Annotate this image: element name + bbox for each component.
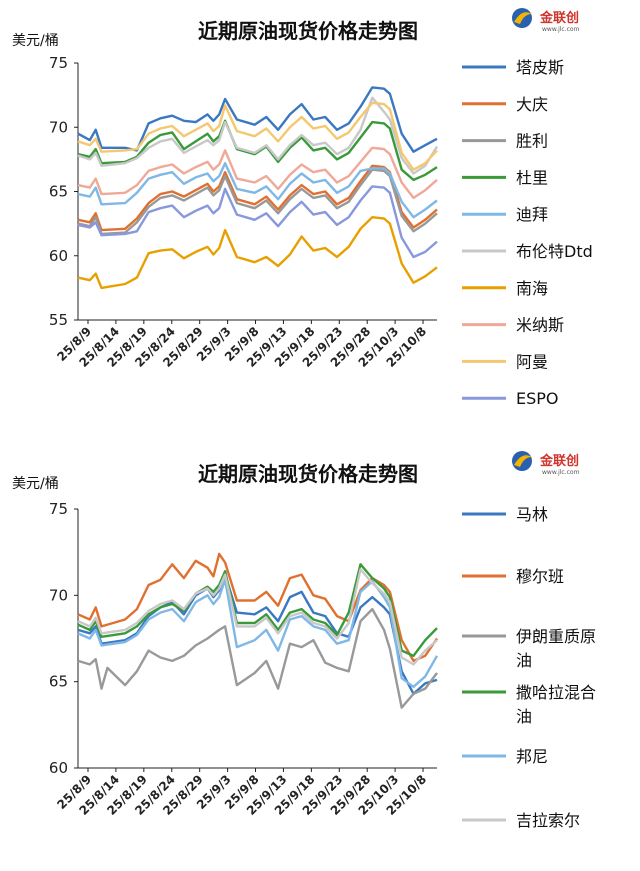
logo-name: 金联创 xyxy=(539,453,579,469)
line-series-6 xyxy=(77,96,439,175)
line-series-2 xyxy=(77,164,438,232)
chart-2-title: 近期原油现货价格走势图 xyxy=(198,462,418,486)
line-series-3 xyxy=(77,168,438,236)
legend-label: 伊朗重质原 xyxy=(516,627,596,646)
legend-label: 迪拜 xyxy=(516,205,548,224)
chart-2-ylabel: 美元/桶 xyxy=(12,476,59,492)
chart-1-title: 近期原油现货价格走势图 xyxy=(198,19,418,43)
legend-label: 塔皮斯 xyxy=(516,58,564,77)
legend-label: 阿曼 xyxy=(516,352,548,371)
line-series-9 xyxy=(77,101,438,171)
chart-1: 近期原油现货价格走势图 美元/桶 金联创 www.jlc.com 55 60 65 7… xyxy=(12,8,593,408)
y-tick-label: 65 xyxy=(49,183,68,201)
line-series-7 xyxy=(77,216,438,290)
chart-1-plot: 556065707525/8/925/8/1425/8/1925/8/2425/… xyxy=(49,54,439,370)
line-series-6 xyxy=(77,568,438,666)
logo-site: www.jlc.com xyxy=(542,469,580,476)
legend-label: 杜里 xyxy=(516,168,548,187)
logo-swoosh-icon xyxy=(514,455,532,467)
legend-label: 南海 xyxy=(516,279,548,298)
y-tick-label: 55 xyxy=(49,311,68,329)
legend-label: 马林 xyxy=(516,505,548,524)
y-tick-label: 60 xyxy=(49,247,68,265)
y-tick-label: 70 xyxy=(49,118,68,136)
legend-label: 邦尼 xyxy=(516,747,548,766)
y-tick-label: 75 xyxy=(49,54,68,72)
y-tick-label: 60 xyxy=(49,759,68,777)
line-series-5 xyxy=(77,162,438,219)
logo-swoosh-icon xyxy=(514,12,532,24)
y-tick-label: 75 xyxy=(49,500,68,518)
chart-2-plot: 6065707525/8/925/8/1425/8/1925/8/2425/8/… xyxy=(49,500,439,818)
line-series-1 xyxy=(77,86,438,153)
line-series-10 xyxy=(77,185,438,259)
y-tick-label: 65 xyxy=(49,673,68,691)
line-series-8 xyxy=(77,146,438,200)
y-tick-label: 70 xyxy=(49,586,68,604)
line-series-2 xyxy=(77,552,438,663)
line-series-4 xyxy=(77,563,438,657)
legend-label: 米纳斯 xyxy=(516,316,564,335)
line-series-4 xyxy=(77,119,438,182)
legend-label: 撒哈拉混合 xyxy=(516,683,596,702)
line-series-3 xyxy=(77,607,438,709)
legend-label-cont: 油 xyxy=(516,651,532,670)
logo-site: www.jlc.com xyxy=(542,26,580,33)
legend-label: 大庆 xyxy=(516,95,548,114)
legend-label: 布伦特Dtd xyxy=(516,242,593,261)
legend-label-cont: 油 xyxy=(516,707,532,726)
legend-label: 胜利 xyxy=(516,132,548,151)
chart-1-ylabel: 美元/桶 xyxy=(12,33,59,49)
chart-2: 近期原油现货价格走势图 美元/桶 金联创 www.jlc.com 60 65 70 7… xyxy=(12,451,596,830)
line-series-5 xyxy=(77,578,439,688)
legend-label: 吉拉索尔 xyxy=(516,811,580,830)
legend-label: 穆尔班 xyxy=(516,567,564,586)
legend-label: ESPO xyxy=(516,389,559,408)
line-series-1 xyxy=(77,573,438,695)
logo-name: 金联创 xyxy=(539,10,579,26)
chart-1-logo: 金联创 www.jlc.com xyxy=(512,8,580,33)
chart-2-logo: 金联创 www.jlc.com xyxy=(512,451,580,476)
